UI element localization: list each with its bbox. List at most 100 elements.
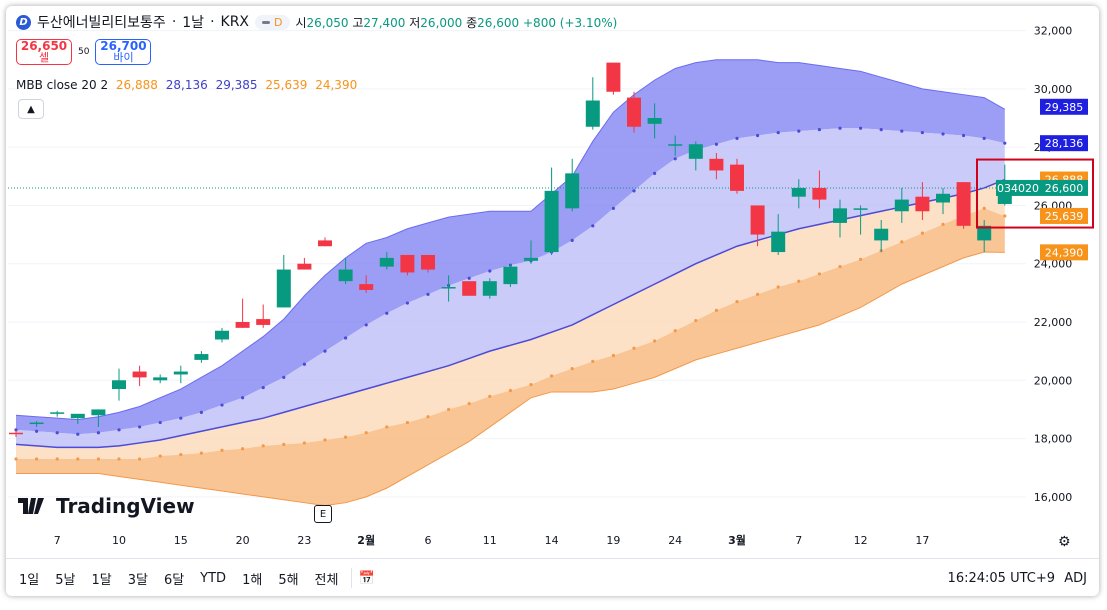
candle-body: [936, 193, 950, 203]
tradingview-logo[interactable]: TradingView: [18, 494, 195, 518]
lower-band-dot: [199, 451, 203, 455]
lower-band-dot: [385, 425, 389, 429]
lower-band-dot: [982, 206, 986, 210]
lower-band-dot: [838, 265, 842, 269]
lower-band-dot: [138, 457, 142, 461]
change-value: +800 (+3.10%): [523, 15, 618, 30]
upper-band-dot: [714, 142, 719, 146]
candle-body: [771, 231, 786, 253]
upper-band-dot: [776, 130, 780, 135]
lower-band-dot: [488, 394, 492, 398]
price-label-text: 25,639: [1045, 210, 1084, 223]
price-label-box: [1040, 179, 1088, 196]
lower-band-dot: [302, 441, 306, 445]
candle-body: [544, 190, 559, 253]
adj-button[interactable]: ADJ: [1064, 570, 1087, 586]
upper-band-dot: [488, 269, 492, 273]
interval[interactable]: 1날: [182, 15, 205, 31]
low-label: 저: [409, 15, 421, 30]
price-axis-bg: [1026, 6, 1099, 558]
lower-band-dot: [364, 431, 368, 435]
y-tick-label: 18,000: [1034, 433, 1073, 446]
indicator-lower1-value: 25,639: [265, 78, 308, 92]
high-value: 27,400: [363, 15, 406, 30]
buy-button[interactable]: 26,700 바이: [95, 39, 152, 65]
upper-band-dot: [138, 425, 142, 429]
candle-body: [874, 228, 889, 241]
range-1y-button[interactable]: 1해: [242, 572, 263, 588]
x-tick-label: 3월: [728, 533, 746, 547]
candle-body: [585, 100, 600, 127]
upper-band-dot: [385, 311, 389, 315]
candle-body: [318, 240, 332, 247]
upper-band-dot: [199, 410, 203, 414]
range-3m-button[interactable]: 3달: [127, 572, 148, 588]
lower-band-dot: [941, 222, 945, 226]
range-1m-button[interactable]: 1달: [91, 572, 112, 588]
candle-body: [112, 380, 126, 390]
x-tick-label: 19: [606, 534, 620, 547]
high-label: 고: [352, 15, 364, 30]
range-all-button[interactable]: 전체: [314, 572, 339, 588]
x-tick-label: 6: [425, 534, 432, 547]
dot-sep-1: ·: [171, 14, 177, 30]
open-value: 26,050: [306, 15, 349, 30]
toolbar-divider: [351, 568, 353, 588]
chart-canvas[interactable]: 16,00018,00020,00022,00024,00026,00028,0…: [6, 6, 1099, 558]
sell-button[interactable]: 26,650 셀: [16, 39, 72, 65]
candle-body: [791, 187, 806, 197]
lower-band-dot: [323, 438, 327, 442]
range-ytd-button[interactable]: YTD: [200, 570, 227, 586]
lower-band-dot: [179, 453, 183, 457]
collapse-legend-button[interactable]: ▲: [18, 99, 44, 119]
settings-gear-icon[interactable]: ⚙: [1058, 534, 1071, 550]
lower-band-dot: [447, 407, 451, 412]
symbol-name[interactable]: 두산에너빌리티보통주: [37, 15, 166, 31]
lower-band-dot: [797, 279, 801, 283]
lower-band-dot: [694, 318, 698, 323]
candle-body: [70, 413, 85, 419]
upper-band-dot: [261, 385, 265, 390]
candle-body: [276, 269, 291, 308]
lower-band-dot: [570, 367, 574, 371]
candle-body: [833, 208, 847, 223]
price-label-box: [1040, 98, 1088, 115]
upper-band-dot: [982, 136, 986, 140]
calendar-icon[interactable]: 📅: [358, 570, 375, 586]
upper-band-dot: [302, 362, 306, 366]
delay-badge[interactable]: D: [255, 14, 290, 30]
upper-band-dot: [817, 128, 822, 132]
upper-band-dot: [282, 375, 286, 379]
lower-band-dot: [550, 374, 554, 378]
range-5y-button[interactable]: 5해: [278, 572, 299, 588]
chart-window: 16,00018,00020,00022,00024,00026,00028,0…: [6, 6, 1099, 596]
x-tick-label: 20: [236, 534, 250, 547]
clock-time[interactable]: 16:24:05 UTC+9: [947, 570, 1055, 586]
exchange: KRX: [220, 14, 250, 30]
range-5d-button[interactable]: 5날: [55, 572, 76, 588]
tradingview-logo-icon: [18, 498, 44, 514]
range-1d-button[interactable]: 1일: [19, 572, 40, 588]
candle-body: [524, 257, 538, 261]
lower-band-dot: [1003, 214, 1007, 218]
candle-body: [91, 409, 106, 416]
range-6m-button[interactable]: 6달: [163, 572, 185, 588]
ohlc-values: 시26,050 고27,400 저26,000 종26,600 +800 (+3…: [296, 14, 618, 31]
x-tick-label: 24: [668, 534, 682, 547]
x-tick-label: 11: [483, 534, 497, 547]
low-value: 26,000: [420, 15, 463, 30]
candle-body: [482, 281, 497, 296]
upper-band-dot: [467, 276, 471, 280]
earnings-marker[interactable]: E: [314, 505, 332, 523]
upper-band-dot: [591, 224, 595, 228]
indicator-legend[interactable]: MBB close 20 2 26,888 28,136 29,385 25,6…: [16, 78, 361, 92]
x-tick-label: 12: [854, 534, 868, 547]
y-tick-label: 32,000: [1034, 25, 1073, 38]
upper-band-dot: [344, 336, 348, 340]
lower-band-dot: [673, 329, 677, 333]
lower-band-inner-fill: [16, 179, 1005, 459]
upper-band-dot: [941, 132, 945, 136]
candle-body: [421, 254, 435, 270]
lower-band-dot: [776, 285, 780, 289]
close-value: 26,600: [477, 15, 520, 30]
